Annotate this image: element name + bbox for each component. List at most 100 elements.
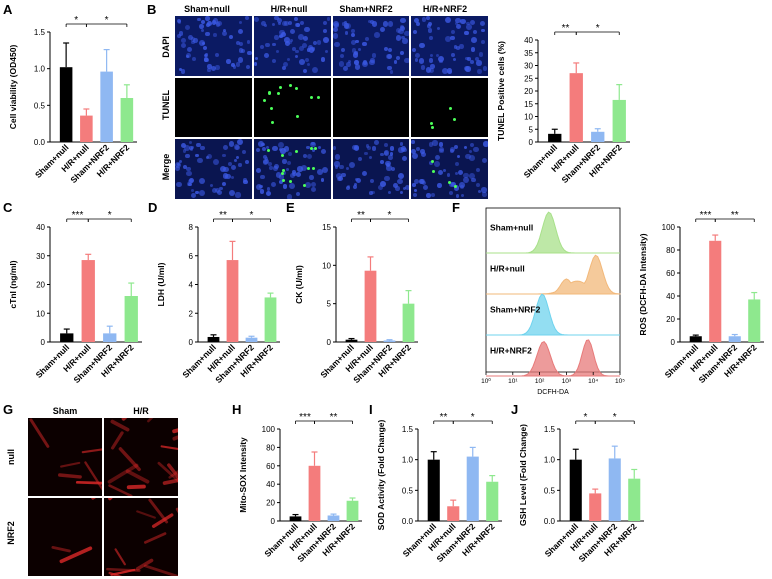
micrograph-dapi <box>332 16 410 76</box>
nucleus-dot <box>475 167 481 172</box>
cardiomyocyte-stain <box>58 473 82 479</box>
chart-e-bar <box>383 340 396 342</box>
nucleus-dot <box>426 193 431 198</box>
nucleus-dot <box>180 69 185 74</box>
panel-label-e: E <box>286 200 295 215</box>
nucleus-dot <box>294 49 299 54</box>
chart-h-tick-label: 60 <box>266 462 275 471</box>
cardiomyocyte-stain <box>108 498 113 501</box>
row-label-nrf2: NRF2 <box>6 521 16 545</box>
nucleus-dot <box>418 42 425 49</box>
nucleus-dot <box>332 27 338 33</box>
chart-a-ylabel: Cell viability (OD450) <box>8 45 18 130</box>
nucleus-dot <box>384 175 390 182</box>
nucleus-dot <box>396 55 401 60</box>
chart-j-bar <box>589 493 602 521</box>
nucleus-dot <box>263 159 269 165</box>
nucleus-dot <box>311 181 317 187</box>
nucleus-dot <box>481 40 486 45</box>
tunel-positive-dot <box>432 169 436 173</box>
nucleus-dot <box>453 185 460 191</box>
nucleus-dot <box>380 180 386 187</box>
flow-xlabel: DCFH-DA <box>537 389 569 396</box>
nucleus-dot <box>398 147 404 153</box>
nucleus-dot <box>193 38 198 43</box>
nucleus-dot <box>426 16 431 21</box>
nucleus-dot <box>223 166 229 173</box>
panel-label-g: G <box>3 402 14 417</box>
nucleus-dot <box>469 19 476 26</box>
nucleus-dot <box>274 34 279 40</box>
nucleus-dot <box>450 53 455 57</box>
nucleus-dot <box>357 47 361 51</box>
nucleus-dot <box>266 187 271 191</box>
micrograph-merge <box>175 139 252 199</box>
nucleus-dot <box>289 41 293 45</box>
nucleus-dot <box>285 167 290 172</box>
micrograph-merge <box>411 139 488 199</box>
nucleus-dot <box>231 175 235 180</box>
col-label-hr: H/R <box>133 406 149 416</box>
nucleus-dot <box>445 36 451 42</box>
row-label-merge: Merge <box>161 153 171 181</box>
nucleus-dot <box>310 187 316 193</box>
nucleus-dot <box>216 20 223 27</box>
nucleus-dot <box>188 182 192 186</box>
tunel-positive-dot <box>309 146 313 150</box>
tunel-positive-dot <box>317 96 321 100</box>
nucleus-dot <box>270 182 276 188</box>
nucleus-dot <box>211 65 217 71</box>
cardiomyocyte-stain <box>29 418 50 448</box>
nucleus-dot <box>176 181 182 188</box>
nucleus-dot <box>260 174 265 180</box>
nucleus-dot <box>276 49 280 53</box>
nucleus-dot <box>288 151 293 156</box>
chart-a-tick-label: 1.0 <box>34 65 46 74</box>
chart-d-tick-label: 8 <box>189 223 194 232</box>
chart-f-bar <box>748 299 761 342</box>
tunel-positive-dot <box>295 149 299 153</box>
chart-c-bar <box>103 333 117 342</box>
nucleus-dot <box>383 150 390 156</box>
chart-b-bar <box>548 133 562 142</box>
nucleus-dot <box>413 17 420 24</box>
nucleus-dot <box>236 40 241 46</box>
nucleus-dot <box>369 191 373 195</box>
microscopy-b: Sham+null H/R+null Sham+NRF2 H/R+NRF2 DA… <box>160 2 490 199</box>
chart-i-tick-label: 1.0 <box>402 456 414 465</box>
nucleus-dot <box>261 20 266 26</box>
chart-h-tick-label: 20 <box>266 499 275 508</box>
nucleus-dot <box>469 155 476 161</box>
nucleus-dot <box>436 54 440 58</box>
nucleus-dot <box>434 161 441 167</box>
nucleus-dot <box>187 178 193 184</box>
nucleus-dot <box>371 190 375 194</box>
chart-d-ylabel: LDH (U/ml) <box>156 262 166 306</box>
nucleus-dot <box>383 46 388 51</box>
nucleus-dot <box>184 153 190 159</box>
nucleus-dot <box>291 47 296 51</box>
chart-b-tick-label: 35 <box>524 49 533 58</box>
chart-h-tick-label: 0 <box>271 517 276 526</box>
chart-f-tick-label: 40 <box>666 292 675 301</box>
nucleus-dot <box>228 141 234 147</box>
tunel-positive-dot <box>295 115 299 119</box>
nucleus-dot <box>277 17 283 23</box>
nucleus-dot <box>340 47 346 53</box>
nucleus-dot <box>277 21 281 25</box>
nucleus-dot <box>188 34 194 41</box>
nucleus-dot <box>272 146 278 152</box>
nucleus-dot <box>465 56 469 61</box>
nucleus-dot <box>326 16 331 21</box>
nucleus-dot <box>344 21 348 25</box>
nucleus-dot <box>322 29 327 33</box>
nucleus-dot <box>286 160 291 165</box>
tunel-positive-dot <box>282 168 286 172</box>
nucleus-dot <box>311 148 316 152</box>
chart-c-sig-label: * <box>108 210 112 221</box>
panel-label-i: I <box>369 402 373 417</box>
cardiomyocyte-stain <box>172 428 178 434</box>
nucleus-dot <box>450 148 455 154</box>
chart-f-sig-label: *** <box>700 210 712 221</box>
